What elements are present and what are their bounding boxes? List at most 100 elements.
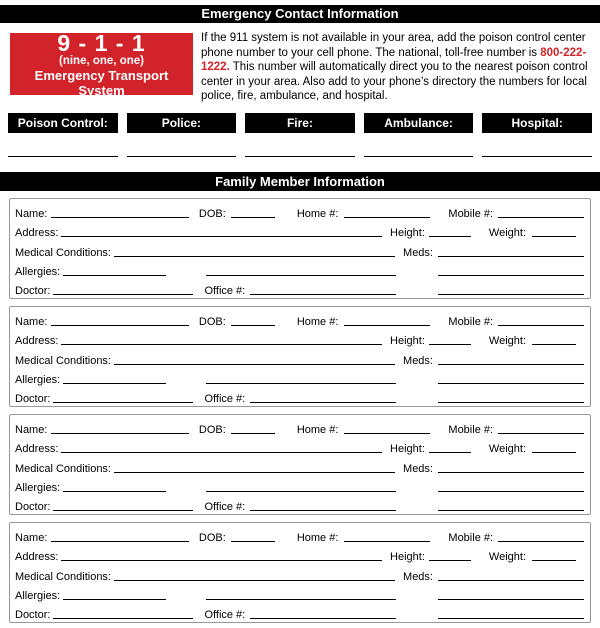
- family-member-block: Name: DOB: Home #: Mobile #: Address: He…: [9, 305, 591, 407]
- contact-label-ambulance: Ambulance:: [363, 112, 474, 133]
- meds-label: Meds:: [403, 462, 433, 475]
- poison-info-before: If the 911 system is not available in yo…: [201, 32, 586, 59]
- police-blank-line: [126, 155, 237, 157]
- nine-one-one-number: 9 - 1 - 1: [57, 29, 146, 56]
- dob-blank-line: [230, 541, 275, 543]
- office-phone-label: Office #:: [204, 500, 246, 513]
- allergies-label: Allergies:: [15, 481, 61, 494]
- meds-label: Meds:: [403, 570, 433, 583]
- name-blank-line: [51, 325, 189, 327]
- height-blank-line: [428, 560, 471, 562]
- emergency-transport-system-label: Emergency Transport System: [34, 67, 169, 98]
- address-blank-line: [61, 344, 383, 346]
- doctor-label: Doctor:: [15, 500, 51, 513]
- contact-label-fire: Fire:: [245, 112, 355, 133]
- allergies-label: Allergies:: [15, 373, 61, 386]
- height-blank-line: [428, 236, 471, 238]
- mobile-phone-blank-line: [498, 325, 584, 327]
- doctor-blank-line: [53, 617, 194, 619]
- meds-blank-line: [438, 255, 584, 257]
- mobile-phone-blank-line: [498, 217, 584, 219]
- family-member-block: Name: DOB: Home #: Mobile #: Address: He…: [9, 413, 591, 515]
- meds-label: Meds:: [403, 246, 433, 259]
- member-row-name: Name: DOB: Home #: Mobile #:: [15, 526, 584, 545]
- weight-blank-line: [532, 236, 576, 238]
- home-phone-label: Home #:: [296, 208, 339, 221]
- height-blank-line: [428, 344, 471, 346]
- height-label: Height:: [390, 227, 425, 240]
- weight-label: Weight:: [488, 443, 526, 456]
- allergies-label: Allergies:: [15, 265, 61, 278]
- weight-blank-line: [532, 344, 576, 346]
- height-label: Height:: [390, 443, 425, 456]
- allergies-blank-line: [63, 382, 167, 384]
- meds-continuation-line-2: [438, 293, 584, 295]
- allergies-label: Allergies:: [15, 589, 61, 602]
- member-row-address: Address: Height: Weight:: [15, 545, 584, 564]
- fire-blank-line: [245, 155, 355, 157]
- address-label: Address:: [15, 443, 59, 456]
- contact-label-police: Police:: [126, 112, 237, 133]
- member-row-allergies: Allergies:: [15, 260, 584, 279]
- doctor-blank-line: [53, 401, 194, 403]
- home-phone-label: Home #:: [296, 424, 339, 437]
- mobile-phone-label: Mobile #:: [448, 532, 494, 545]
- doctor-label: Doctor:: [15, 284, 51, 297]
- mobile-phone-blank-line: [498, 541, 584, 543]
- office-phone-label: Office #:: [204, 608, 246, 621]
- name-blank-line: [51, 433, 189, 435]
- meds-label: Meds:: [403, 354, 433, 367]
- medical-conditions-blank-line: [114, 579, 396, 581]
- allergies-continuation-line: [206, 274, 397, 276]
- mobile-phone-blank-line: [498, 433, 584, 435]
- home-phone-label: Home #:: [296, 316, 339, 329]
- family-member-block: Name: DOB: Home #: Mobile #: Address: He…: [9, 521, 591, 623]
- family-member-header: Family Member Information: [0, 171, 600, 191]
- weight-label: Weight:: [488, 227, 526, 240]
- emergency-contacts-row: Poison Control: Police: Fire: Ambulance:…: [8, 112, 592, 133]
- poison-control-blank-line: [8, 155, 118, 157]
- medical-conditions-label: Medical Conditions:: [15, 462, 111, 475]
- name-label: Name:: [15, 532, 48, 545]
- emergency-contacts-blank-lines: [8, 133, 592, 157]
- name-label: Name:: [15, 424, 48, 437]
- member-row-doctor: Doctor: Office #:: [15, 495, 584, 514]
- member-row-name: Name: DOB: Home #: Mobile #:: [15, 310, 584, 329]
- medical-conditions-blank-line: [114, 255, 396, 257]
- meds-blank-line: [438, 579, 584, 581]
- home-phone-blank-line: [344, 325, 431, 327]
- mobile-phone-label: Mobile #:: [448, 424, 494, 437]
- office-phone-blank-line: [250, 293, 397, 295]
- member-row-name: Name: DOB: Home #: Mobile #:: [15, 202, 584, 221]
- allergies-continuation-line: [206, 382, 397, 384]
- home-phone-blank-line: [344, 433, 431, 435]
- address-blank-line: [61, 236, 383, 238]
- allergies-continuation-line: [206, 598, 397, 600]
- doctor-blank-line: [53, 509, 194, 511]
- dob-blank-line: [230, 325, 275, 327]
- address-label: Address:: [15, 551, 59, 564]
- nine-one-one-pronunciation: (nine, one, one): [59, 54, 144, 67]
- weight-blank-line: [532, 560, 576, 562]
- medical-conditions-blank-line: [114, 471, 396, 473]
- address-label: Address:: [15, 335, 59, 348]
- allergies-blank-line: [63, 490, 167, 492]
- member-row-doctor: Doctor: Office #:: [15, 279, 584, 298]
- weight-label: Weight:: [488, 335, 526, 348]
- poison-phone-number: 800-222-1222.: [201, 46, 587, 74]
- dob-blank-line: [230, 217, 275, 219]
- mobile-phone-label: Mobile #:: [448, 316, 494, 329]
- doctor-label: Doctor:: [15, 392, 51, 405]
- address-blank-line: [61, 452, 383, 454]
- dob-label: DOB:: [198, 424, 226, 437]
- member-row-address: Address: Height: Weight:: [15, 329, 584, 348]
- member-row-address: Address: Height: Weight:: [15, 437, 584, 456]
- office-phone-blank-line: [250, 509, 397, 511]
- member-row-allergies: Allergies:: [15, 476, 584, 495]
- office-phone-label: Office #:: [204, 284, 246, 297]
- name-blank-line: [51, 541, 189, 543]
- height-label: Height:: [390, 551, 425, 564]
- hospital-blank-line: [482, 155, 592, 157]
- office-phone-blank-line: [250, 401, 397, 403]
- dob-blank-line: [230, 433, 275, 435]
